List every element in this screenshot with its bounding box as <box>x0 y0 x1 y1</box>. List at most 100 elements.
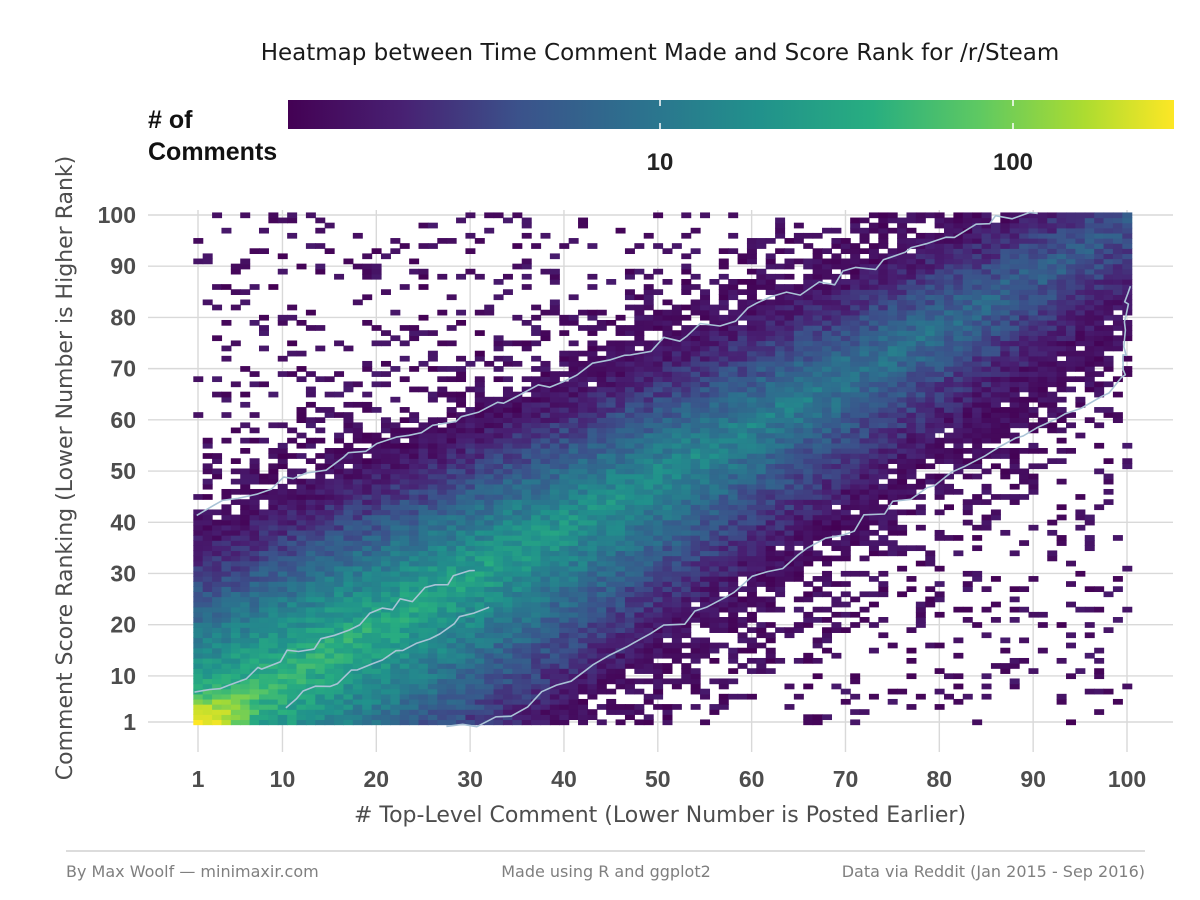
heat-cell <box>193 673 204 680</box>
heat-cell <box>596 386 607 393</box>
heat-cell <box>606 627 617 633</box>
heat-cell <box>418 473 429 480</box>
heat-cell <box>784 407 795 413</box>
heat-cell <box>803 284 814 290</box>
heat-cell <box>437 622 448 628</box>
heat-cell <box>746 381 757 388</box>
heat-cell <box>681 284 692 290</box>
heat-cell <box>409 627 420 633</box>
heat-cell <box>615 412 626 418</box>
heat-cell <box>399 632 410 639</box>
heat-cell <box>850 427 861 434</box>
heat-cell <box>690 673 701 680</box>
heat-cell <box>850 304 861 311</box>
heat-cell <box>634 360 645 367</box>
heat-cell <box>718 499 729 505</box>
heat-cell <box>653 499 664 505</box>
heat-cell <box>765 519 776 526</box>
heat-cell <box>690 596 701 603</box>
heat-cell <box>559 596 570 603</box>
heat-cell <box>437 565 448 572</box>
heat-cell <box>681 570 692 577</box>
heat-cell <box>587 529 598 536</box>
heat-cell <box>456 309 467 316</box>
heat-cell <box>521 437 532 444</box>
heat-cell <box>784 396 795 403</box>
heat-cell <box>587 412 598 418</box>
heat-cell <box>606 319 617 326</box>
heat-cell <box>653 688 664 695</box>
heat-cell <box>202 570 213 577</box>
heat-cell <box>624 371 635 377</box>
heat-cell <box>409 565 420 572</box>
heat-cell <box>606 704 617 710</box>
heat-cell <box>484 709 495 715</box>
heat-cell <box>624 504 635 511</box>
heat-cell <box>521 473 532 480</box>
heat-cell <box>606 396 617 403</box>
heat-cell <box>418 560 429 567</box>
heat-cell <box>493 673 504 680</box>
heat-cell <box>456 688 467 695</box>
heat-cell <box>653 642 664 649</box>
heat-cell <box>822 637 833 644</box>
heat-cell <box>380 698 391 705</box>
heat-cell <box>334 529 345 536</box>
heat-cell <box>427 709 438 715</box>
heat-cell <box>268 448 279 454</box>
heat-cell <box>728 335 739 342</box>
heat-cell <box>287 427 298 434</box>
heat-cell <box>643 417 654 424</box>
heat-cell <box>568 442 579 449</box>
heat-cell <box>859 709 870 715</box>
heat-cell <box>390 514 401 521</box>
heat-cell <box>756 627 767 633</box>
heat-cell <box>446 693 457 700</box>
heat-cell <box>671 412 682 418</box>
heat-cell <box>681 606 692 613</box>
heat-cell <box>709 401 720 408</box>
heat-cell <box>615 606 626 613</box>
heat-cell <box>578 606 589 613</box>
heat-cell <box>305 663 316 669</box>
heat-cell <box>484 673 495 680</box>
heat-cell <box>709 437 720 444</box>
heat-cell <box>793 494 804 500</box>
heat-cell <box>230 709 241 715</box>
heat-cell <box>521 376 532 383</box>
heat-cell <box>653 560 664 567</box>
heat-cell <box>643 391 654 398</box>
heat-cell <box>728 340 739 347</box>
heat-cell <box>258 586 269 593</box>
heat-cell <box>296 494 307 500</box>
heat-cell <box>315 550 326 557</box>
heat-cell <box>549 376 560 383</box>
heat-cell <box>859 422 870 429</box>
heat-cell <box>287 637 298 644</box>
heat-cell <box>456 591 467 598</box>
heat-cell <box>324 555 335 562</box>
heat-cell <box>728 212 739 219</box>
heat-cell <box>456 627 467 633</box>
heat-cell <box>305 688 316 695</box>
heat-cell <box>822 529 833 536</box>
heat-cell <box>559 704 570 710</box>
heat-cell <box>634 606 645 613</box>
heat-cell <box>746 555 757 562</box>
heat-cell <box>709 371 720 377</box>
heat-cell <box>737 442 748 449</box>
heat-cell <box>334 632 345 639</box>
heat-cell <box>258 704 269 710</box>
heat-cell <box>728 693 739 700</box>
heat-cell <box>399 524 410 531</box>
heat-cell <box>803 488 814 495</box>
heat-cell <box>671 391 682 398</box>
heat-cell <box>587 355 598 362</box>
heat-cell <box>822 437 833 444</box>
heat-cell <box>221 688 232 695</box>
heat-cell <box>249 693 260 700</box>
heat-cell <box>859 535 870 541</box>
heat-cell <box>390 581 401 587</box>
heat-cell <box>287 673 298 680</box>
heat-cell <box>803 263 814 270</box>
